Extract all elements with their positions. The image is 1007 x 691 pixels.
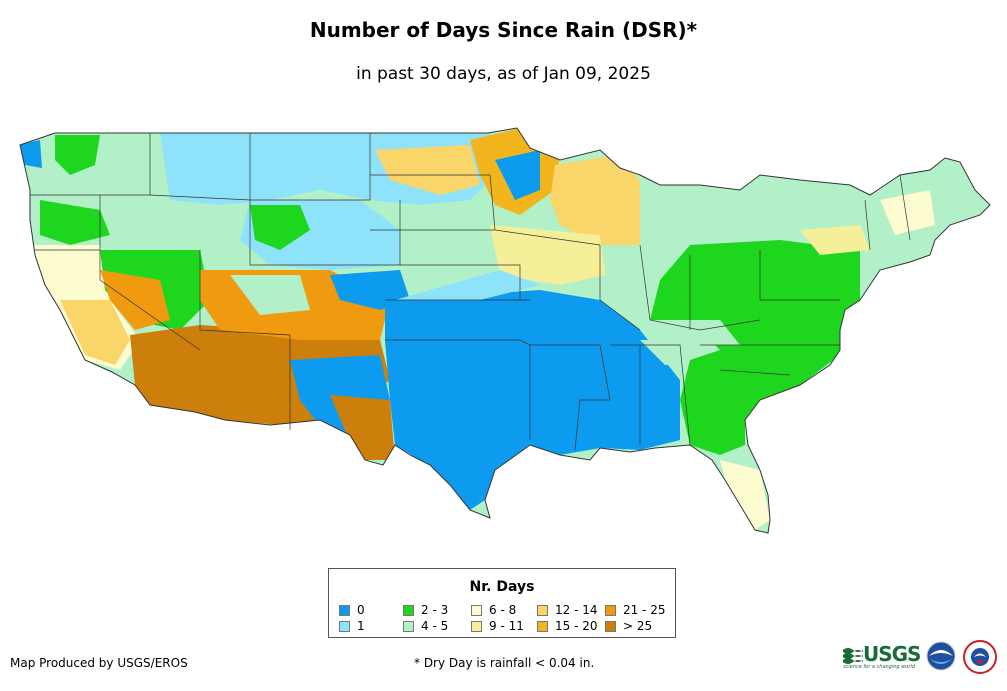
legend-swatch-12-14 — [537, 605, 548, 616]
map-subtitle: in past 30 days, as of Jan 09, 2025 — [356, 64, 651, 84]
usgs-tagline: science for a changing world — [843, 664, 915, 670]
legend-label: 15 - 20 — [555, 619, 598, 633]
region-westtx-25plus — [330, 395, 395, 460]
mn-ia-boundary — [489, 174, 601, 246]
legend-label: 0 — [357, 603, 365, 617]
ut-az-nm-boundary — [199, 250, 291, 430]
ny-ne-boundary — [864, 199, 871, 251]
usgs-wordmark: USGS — [863, 642, 921, 666]
pa-boundary — [759, 250, 840, 301]
region-texas-oklahoma-0 — [385, 290, 680, 510]
legend-label: 9 - 11 — [489, 619, 524, 633]
legend-swatch-2-3 — [403, 605, 414, 616]
region-tn-4-5 — [640, 340, 710, 365]
producer-credit: Map Produced by USGS/EROS — [10, 656, 188, 670]
dry-day-footnote: * Dry Day is rainfall < 0.04 in. — [414, 656, 595, 670]
legend-label: 12 - 14 — [555, 603, 598, 617]
region-east-2-3 — [650, 240, 860, 455]
legend-item-gt-25: > 25 — [605, 619, 652, 633]
region-utah-4-5 — [230, 275, 310, 315]
legend-item-1: 1 — [339, 619, 365, 633]
dsr-color-regions — [20, 128, 990, 533]
region-ny-9-11 — [800, 225, 870, 255]
legend-swatch-gt-25 — [605, 621, 616, 632]
state-boundaries — [30, 133, 911, 451]
ok-tx-boundary — [385, 339, 531, 440]
region-kansas-1 — [395, 270, 540, 300]
region-wa-green — [55, 135, 100, 175]
al-ga-boundary — [640, 344, 691, 446]
legend-label: 6 - 8 — [489, 603, 517, 617]
region-ne-6-8 — [880, 190, 935, 235]
legend-label: 1 — [357, 619, 365, 633]
legend-label: > 25 — [623, 619, 653, 633]
region-florida-6-8 — [720, 460, 770, 530]
region-or-green — [40, 200, 110, 245]
legend-swatch-9-11 — [471, 621, 482, 632]
legend-item-0: 0 — [339, 603, 365, 617]
legend: Nr. Days 0 1 2 - 3 4 - 5 6 - 8 9 - 11 12… — [328, 568, 676, 638]
region-wi-12-14 — [550, 155, 640, 245]
legend-title: Nr. Days — [469, 579, 535, 595]
legend-label: 2 - 3 — [421, 603, 449, 617]
ne-ks-boundary — [400, 264, 521, 300]
noaa-logo-icon — [926, 641, 956, 671]
legend-item-2-3: 2 - 3 — [403, 603, 448, 617]
legend-swatch-15-20 — [537, 621, 548, 632]
sc-ga-boundary — [719, 369, 791, 376]
region-ca-12-14 — [60, 300, 130, 365]
usgs-logo: USGS science for a changing world — [843, 642, 921, 672]
nws-logo-icon — [963, 640, 997, 674]
il-in-ky-boundary — [639, 244, 761, 331]
legend-label: 21 - 25 — [623, 603, 666, 617]
legend-swatch-6-8 — [471, 605, 482, 616]
map-title: Number of Days Since Rain (DSR)* — [309, 18, 698, 42]
region-kentucky-4-5 — [640, 320, 740, 345]
region-mi-4-5 — [645, 180, 720, 255]
region-wy-green — [250, 205, 310, 250]
region-mn-blue — [495, 150, 540, 200]
legend-swatch-0 — [339, 605, 350, 616]
legend-swatch-4-5 — [403, 621, 414, 632]
legend-item-4-5: 4 - 5 — [403, 619, 448, 633]
usgs-wave-icon — [843, 648, 863, 664]
region-nd-12-14 — [375, 145, 480, 195]
legend-item-12-14: 12 - 14 — [537, 603, 598, 617]
legend-label: 4 - 5 — [421, 619, 449, 633]
region-iowa-9-11 — [490, 225, 605, 285]
legend-item-9-11: 9 - 11 — [471, 619, 524, 633]
vt-nh-boundary — [899, 174, 911, 241]
legend-item-6-8: 6 - 8 — [471, 603, 516, 617]
legend-item-21-25: 21 - 25 — [605, 603, 666, 617]
wy-co-boundary — [249, 200, 401, 266]
us-outline — [19, 127, 991, 534]
mt-dakota-boundary — [250, 133, 371, 201]
ar-la-boundary — [530, 344, 611, 451]
legend-swatch-21-25 — [605, 605, 616, 616]
ca-nv-boundary — [99, 250, 201, 351]
legend-item-15-20: 15 - 20 — [537, 619, 598, 633]
region-nv-21-25 — [100, 270, 170, 330]
legend-swatch-1 — [339, 621, 350, 632]
ia-mo-boundary — [599, 245, 641, 331]
